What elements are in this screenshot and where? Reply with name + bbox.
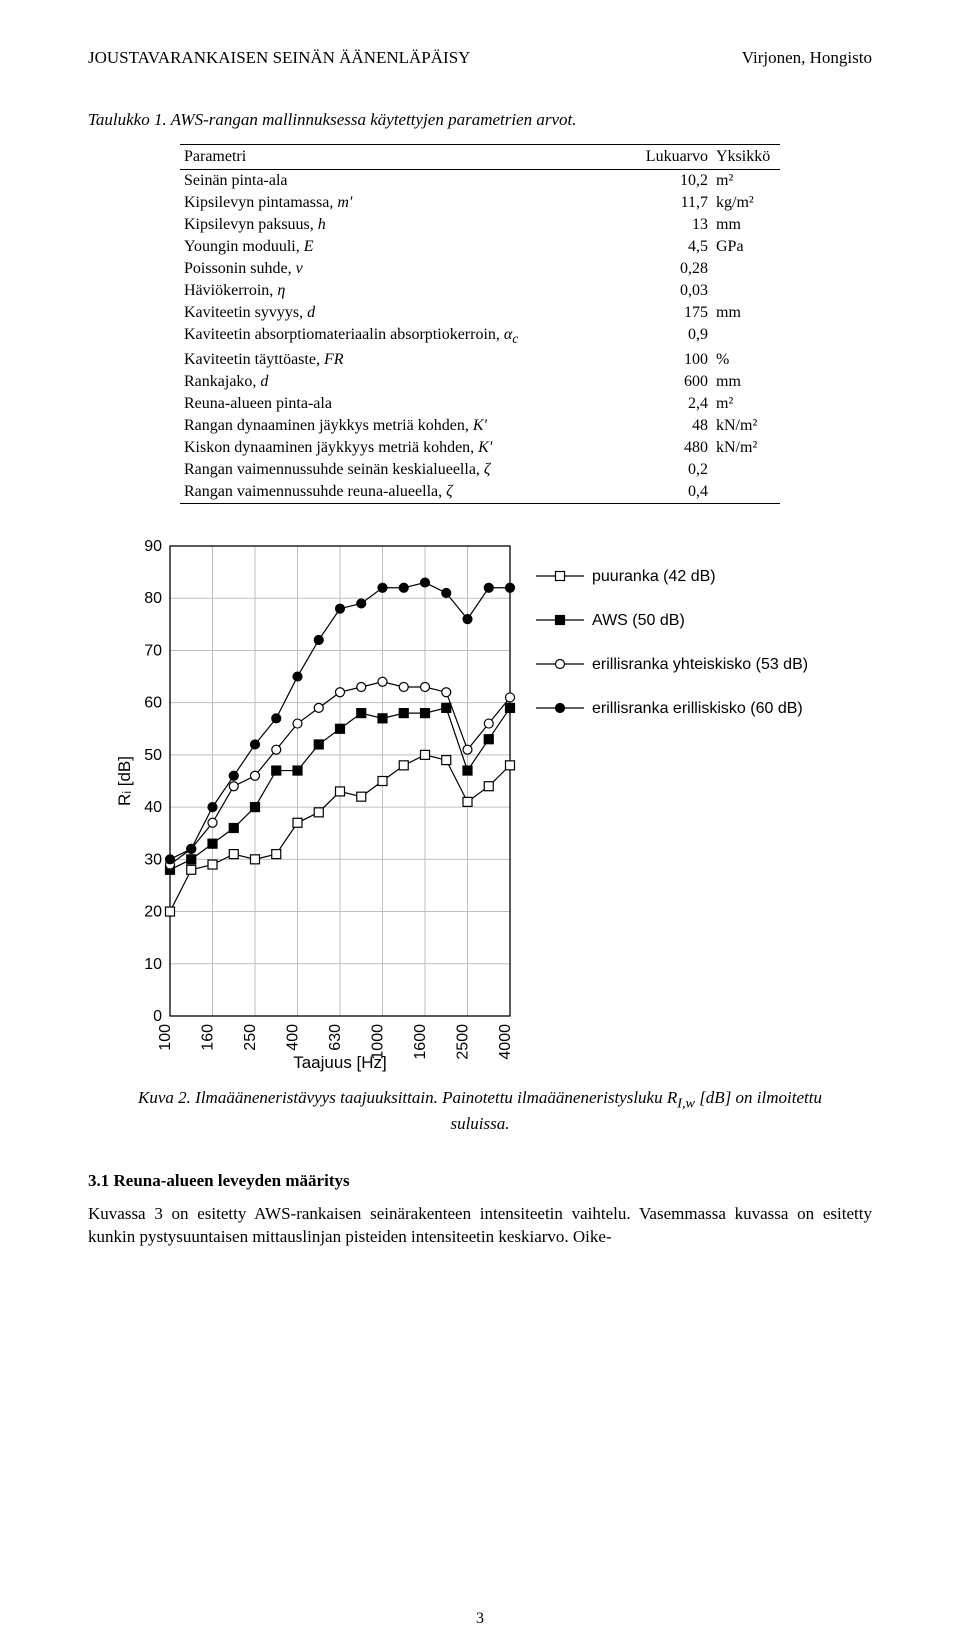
param-unit xyxy=(712,280,780,302)
table-row: Rangan dynaaminen jäykkys metriä kohden,… xyxy=(180,415,780,437)
param-name: Kipsilevyn pintamassa, m' xyxy=(180,192,624,214)
param-unit: kg/m² xyxy=(712,192,780,214)
param-unit xyxy=(712,459,780,481)
param-value: 10,2 xyxy=(624,170,712,193)
table-row: Kiskon dynaaminen jäykkyys metriä kohden… xyxy=(180,437,780,459)
figure-caption: Kuva 2. Ilmaääneneristävyys taajuuksitta… xyxy=(128,1087,832,1135)
svg-text:630: 630 xyxy=(327,1024,344,1051)
param-unit: mm xyxy=(712,371,780,393)
svg-text:40: 40 xyxy=(144,799,162,816)
table-row: Rangan vaimennussuhde reuna-alueella, ζ0… xyxy=(180,481,780,504)
param-name: Kaviteetin täyttöaste, FR xyxy=(180,349,624,371)
svg-text:90: 90 xyxy=(144,538,162,555)
svg-text:AWS (50 dB): AWS (50 dB) xyxy=(592,612,685,629)
table-row: Häviökerroin, η0,03 xyxy=(180,280,780,302)
header-left: JOUSTAVARANKAISEN SEINÄN ÄÄNENLÄPÄISY xyxy=(88,48,470,68)
svg-text:4000: 4000 xyxy=(497,1024,514,1060)
param-name: Kaviteetin syvyys, d xyxy=(180,302,624,324)
param-name: Rangan vaimennussuhde seinän keskialueel… xyxy=(180,459,624,481)
svg-text:Rᵢ [dB]: Rᵢ [dB] xyxy=(115,756,134,806)
table-row: Poissonin suhde, ν0,28 xyxy=(180,258,780,280)
param-name: Poissonin suhde, ν xyxy=(180,258,624,280)
line-chart: 0102030405060708090100160250400630100016… xyxy=(106,532,826,1072)
section-heading: 3.1 Reuna-alueen leveyden määritys xyxy=(88,1171,872,1191)
chart-figure: 0102030405060708090100160250400630100016… xyxy=(106,532,826,1077)
param-unit: % xyxy=(712,349,780,371)
param-unit: mm xyxy=(712,302,780,324)
param-value: 13 xyxy=(624,214,712,236)
table-caption: Taulukko 1. AWS-rangan mallinnuksessa kä… xyxy=(88,110,872,130)
svg-text:0: 0 xyxy=(153,1008,162,1025)
param-value: 11,7 xyxy=(624,192,712,214)
svg-text:erillisranka erilliskisko (60: erillisranka erilliskisko (60 dB) xyxy=(592,700,803,717)
table-row: Seinän pinta-ala10,2m² xyxy=(180,170,780,193)
param-value: 48 xyxy=(624,415,712,437)
svg-text:80: 80 xyxy=(144,590,162,607)
param-unit xyxy=(712,481,780,504)
param-value: 0,2 xyxy=(624,459,712,481)
param-unit: m² xyxy=(712,393,780,415)
running-header: JOUSTAVARANKAISEN SEINÄN ÄÄNENLÄPÄISY Vi… xyxy=(88,48,872,68)
header-right: Virjonen, Hongisto xyxy=(742,48,872,68)
table-row: Rangan vaimennussuhde seinän keskialueel… xyxy=(180,459,780,481)
svg-text:20: 20 xyxy=(144,904,162,921)
param-name: Kipsilevyn paksuus, h xyxy=(180,214,624,236)
body-paragraph: Kuvassa 3 on esitetty AWS-rankaisen sein… xyxy=(88,1203,872,1249)
table-row: Kaviteetin täyttöaste, FR100% xyxy=(180,349,780,371)
table-row: Rankajako, d600mm xyxy=(180,371,780,393)
svg-text:puuranka (42 dB): puuranka (42 dB) xyxy=(592,568,716,585)
th-parametri: Parametri xyxy=(180,145,624,170)
table-row: Kipsilevyn pintamassa, m'11,7kg/m² xyxy=(180,192,780,214)
param-name: Kaviteetin absorptiomateriaalin absorpti… xyxy=(180,324,624,349)
table-row: Kaviteetin syvyys, d175mm xyxy=(180,302,780,324)
th-yksikko: Yksikkö xyxy=(712,145,780,170)
param-value: 4,5 xyxy=(624,236,712,258)
table-row: Youngin moduuli, E4,5GPa xyxy=(180,236,780,258)
svg-text:10: 10 xyxy=(144,956,162,973)
table-row: Reuna-alueen pinta-ala2,4m² xyxy=(180,393,780,415)
param-name: Rangan vaimennussuhde reuna-alueella, ζ xyxy=(180,481,624,504)
param-value: 2,4 xyxy=(624,393,712,415)
param-name: Rangan dynaaminen jäykkys metriä kohden,… xyxy=(180,415,624,437)
param-name: Rankajako, d xyxy=(180,371,624,393)
svg-text:1600: 1600 xyxy=(412,1024,429,1060)
param-name: Reuna-alueen pinta-ala xyxy=(180,393,624,415)
param-value: 175 xyxy=(624,302,712,324)
param-unit xyxy=(712,324,780,349)
svg-text:Taajuus [Hz]: Taajuus [Hz] xyxy=(293,1053,387,1072)
svg-text:160: 160 xyxy=(200,1024,217,1051)
param-value: 0,9 xyxy=(624,324,712,349)
svg-text:400: 400 xyxy=(285,1024,302,1051)
svg-text:50: 50 xyxy=(144,747,162,764)
svg-text:250: 250 xyxy=(242,1024,259,1051)
param-value: 0,03 xyxy=(624,280,712,302)
svg-text:70: 70 xyxy=(144,643,162,660)
svg-text:erillisranka yhteiskisko (53 d: erillisranka yhteiskisko (53 dB) xyxy=(592,656,808,673)
svg-text:60: 60 xyxy=(144,695,162,712)
table-row: Kaviteetin absorptiomateriaalin absorpti… xyxy=(180,324,780,349)
param-name: Seinän pinta-ala xyxy=(180,170,624,193)
param-unit: GPa xyxy=(712,236,780,258)
param-unit: m² xyxy=(712,170,780,193)
param-value: 0,4 xyxy=(624,481,712,504)
svg-text:2500: 2500 xyxy=(455,1024,472,1060)
th-lukuarvo: Lukuarvo xyxy=(624,145,712,170)
svg-text:30: 30 xyxy=(144,852,162,869)
param-value: 600 xyxy=(624,371,712,393)
parameter-table: Parametri Lukuarvo Yksikkö Seinän pinta-… xyxy=(180,144,780,504)
svg-text:100: 100 xyxy=(157,1024,174,1051)
param-value: 100 xyxy=(624,349,712,371)
param-name: Häviökerroin, η xyxy=(180,280,624,302)
param-name: Youngin moduuli, E xyxy=(180,236,624,258)
table-row: Kipsilevyn paksuus, h13mm xyxy=(180,214,780,236)
param-unit xyxy=(712,258,780,280)
param-unit: mm xyxy=(712,214,780,236)
param-value: 0,28 xyxy=(624,258,712,280)
param-unit: kN/m² xyxy=(712,415,780,437)
param-unit: kN/m² xyxy=(712,437,780,459)
param-value: 480 xyxy=(624,437,712,459)
param-name: Kiskon dynaaminen jäykkyys metriä kohden… xyxy=(180,437,624,459)
page-number: 3 xyxy=(0,1610,960,1628)
